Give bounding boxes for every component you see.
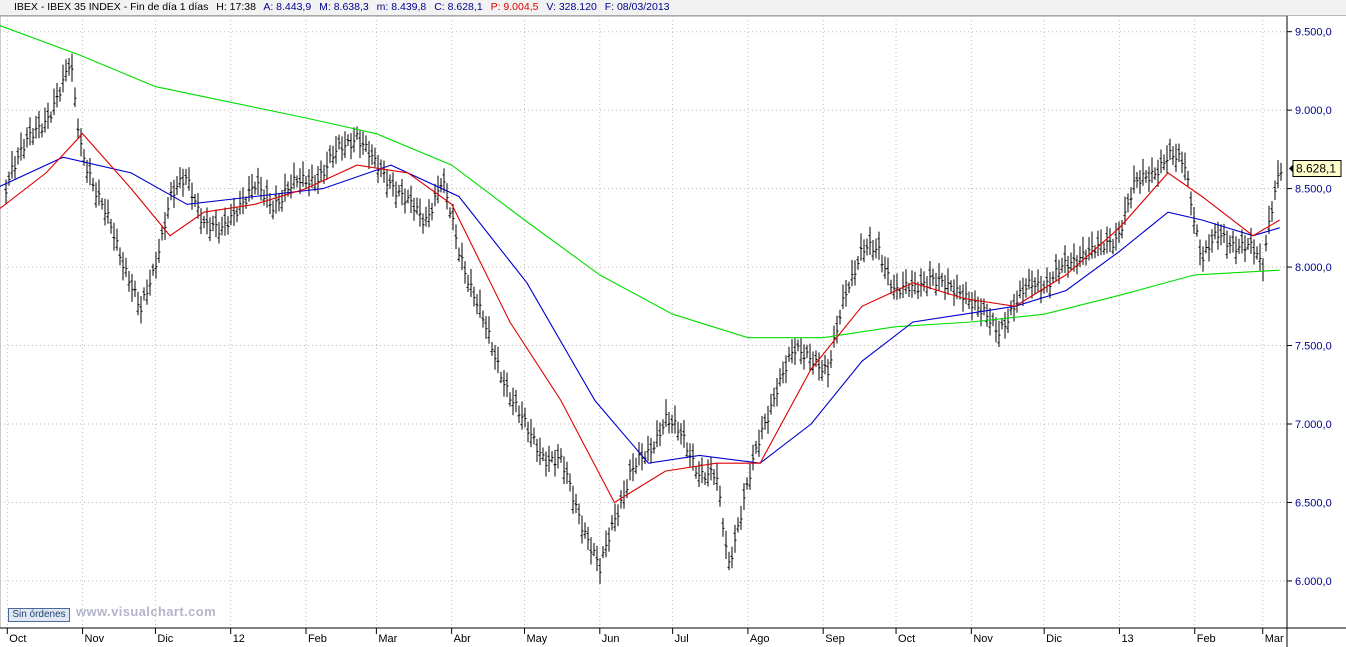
last-price-label: 8.628,1 xyxy=(1296,162,1336,176)
watermark: www.visualchart.com xyxy=(76,604,217,619)
x-tick-label: Nov xyxy=(85,633,105,645)
x-tick-label: Abr xyxy=(454,633,471,645)
open-readout: A: 8.443,9 xyxy=(263,1,312,13)
y-tick-label: 8.000,0 xyxy=(1295,262,1332,274)
x-tick-label: Ago xyxy=(750,633,770,645)
y-tick-label: 9.000,0 xyxy=(1295,105,1332,117)
x-tick-label: Nov xyxy=(973,633,993,645)
high-readout: M: 8.638,3 xyxy=(319,1,369,13)
plot-area xyxy=(0,15,1288,629)
x-tick-label: Feb xyxy=(1197,633,1216,645)
y-tick-label: 6.500,0 xyxy=(1295,497,1332,509)
time-readout: H: 17:38 xyxy=(216,1,256,13)
y-tick-label: 6.000,0 xyxy=(1295,576,1332,588)
y-tick-label: 7.500,0 xyxy=(1295,341,1332,353)
x-tick-label: Oct xyxy=(9,633,26,645)
ma-long-line xyxy=(0,25,1280,339)
date-readout: F: 08/03/2013 xyxy=(604,1,670,13)
sin-ordenes-button[interactable]: Sin órdenes xyxy=(8,608,70,622)
y-tick-label: 9.500,0 xyxy=(1295,27,1332,39)
x-tick-label: 13 xyxy=(1121,633,1133,645)
x-tick-label: Dic xyxy=(1046,633,1062,645)
chart-header: IBEX - IBEX 35 INDEX - Fin de día 1 días… xyxy=(0,0,1346,16)
low-readout: m: 8.439,8 xyxy=(376,1,427,13)
close-readout: C: 8.628,1 xyxy=(434,1,483,13)
last-price-box xyxy=(1292,160,1342,178)
x-tick-label: Jul xyxy=(675,633,689,645)
y-tick-label: 7.000,0 xyxy=(1295,419,1332,431)
last-price-pointer xyxy=(1289,164,1293,173)
instrument-title: IBEX - IBEX 35 INDEX - Fin de día 1 días xyxy=(14,1,209,13)
x-tick-label: Feb xyxy=(308,633,327,645)
x-tick-label: Dic xyxy=(157,633,173,645)
x-tick-label: Jun xyxy=(602,633,620,645)
prev-readout: P: 9.004,5 xyxy=(490,1,539,13)
y-tick-label: 8.500,0 xyxy=(1295,184,1332,196)
x-tick-label: Mar xyxy=(1265,633,1284,645)
ma-medium-line xyxy=(0,156,1280,464)
x-tick-label: 12 xyxy=(233,633,245,645)
volume-readout: V: 328.120 xyxy=(546,1,597,13)
x-tick-label: May xyxy=(527,633,548,645)
x-tick-label: Sep xyxy=(825,633,845,645)
ma-short-line xyxy=(0,132,1280,504)
x-tick-label: Mar xyxy=(378,633,397,645)
x-tick-label: Oct xyxy=(898,633,915,645)
price-bars xyxy=(4,53,1283,584)
